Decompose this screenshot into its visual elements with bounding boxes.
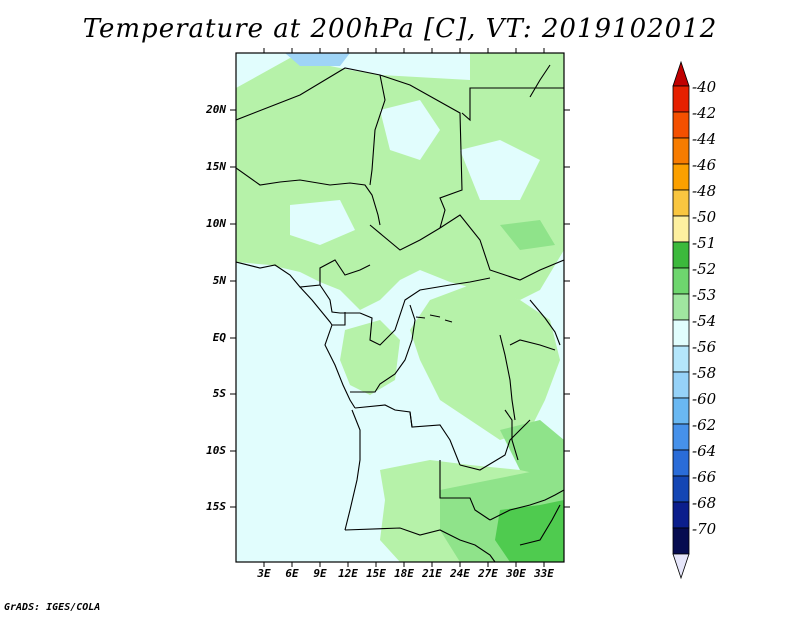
colorbar-label: -48 (692, 182, 717, 200)
colorbar-segment (672, 397, 690, 425)
lat-label-15n: 15N (206, 160, 226, 173)
lon-ticks (263, 48, 545, 567)
colorbar-segment (672, 423, 690, 451)
colorbar-top-arrow (672, 60, 690, 87)
pale-patch-north-2 (460, 140, 540, 200)
lon-label-33e: 33E (534, 567, 554, 580)
colorbar-segment (672, 85, 690, 113)
lon-label-12e: 12E (338, 567, 358, 580)
colorbar-segment (672, 111, 690, 139)
lat-label-15s: 15S (206, 500, 226, 513)
temperature-field (236, 53, 564, 562)
colorbar-label: -40 (692, 78, 717, 96)
colorbar-label: -64 (692, 442, 717, 460)
colorbar-segment (672, 501, 690, 529)
colorbar-segment (672, 137, 690, 165)
band-minus52-53-east (500, 420, 564, 480)
lat-label-20n: 20N (206, 103, 226, 116)
colorbar-segment (672, 449, 690, 477)
plot-frame (235, 52, 565, 563)
colorbar-label: -58 (692, 364, 717, 382)
lon-label-27e: 27E (478, 567, 498, 580)
lat-label-10n: 10N (206, 217, 226, 230)
colorbar-segment (672, 215, 690, 243)
colorbar-label: -54 (692, 312, 717, 330)
colorbar-segment (672, 475, 690, 503)
band-minus53-54-sahel (236, 165, 440, 310)
colorbar-label: -51 (692, 234, 717, 252)
pale-patch-north-3 (290, 200, 355, 245)
lon-label-9e: 9E (313, 567, 327, 580)
colorbar-label: -66 (692, 468, 717, 486)
lon-label-21e: 21E (422, 567, 442, 580)
colorbar-label: -44 (692, 130, 717, 148)
colorbar (672, 60, 690, 580)
colorbar-label: -52 (692, 260, 717, 278)
pale-patch-north-1 (380, 100, 440, 160)
lat-label-5s: 5S (212, 387, 226, 400)
colorbar-segment (672, 163, 690, 191)
colorbar-segment (672, 293, 690, 321)
band-minus51-52-southeast (495, 500, 564, 562)
lat-ticks (230, 109, 570, 508)
colorbar-segment (672, 527, 690, 555)
lon-label-18e: 18E (394, 567, 414, 580)
colorbar-label: -50 (692, 208, 717, 226)
colorbar-segment (672, 371, 690, 399)
lon-label-3e: 3E (257, 567, 271, 580)
country-boundaries (236, 64, 564, 562)
lat-label-eq: EQ (212, 331, 226, 344)
band-minus56-patch (285, 53, 350, 66)
band-minus52-53-patch (500, 220, 555, 250)
colorbar-label: -68 (692, 494, 717, 512)
band-minus53-54-central (410, 285, 560, 440)
lat-label-10s: 10S (206, 444, 226, 457)
colorbar-segment (672, 267, 690, 295)
colorbar-label: -46 (692, 156, 717, 174)
grads-credit: GrADS: IGES/COLA (4, 602, 101, 613)
colorbar-segment (672, 345, 690, 373)
map-title: Temperature at 200hPa [C], VT: 201910201… (82, 14, 718, 44)
colorbar-label: -60 (692, 390, 717, 408)
colorbar-label: -42 (692, 104, 717, 122)
colorbar-segment (672, 189, 690, 217)
colorbar-label: -70 (692, 520, 717, 538)
colorbar-segment (672, 241, 690, 269)
colorbar-segment (672, 319, 690, 347)
lon-label-15e: 15E (366, 567, 386, 580)
colorbar-label: -53 (692, 286, 717, 304)
colorbar-label: -62 (692, 416, 717, 434)
colorbar-label: -56 (692, 338, 717, 356)
lat-label-5n: 5N (212, 274, 226, 287)
band-minus53-54-coastal (340, 320, 400, 395)
lon-label-30e: 30E (506, 567, 526, 580)
colorbar-bottom-arrow (672, 553, 690, 580)
lon-label-6e: 6E (285, 567, 299, 580)
lon-label-24e: 24E (450, 567, 470, 580)
